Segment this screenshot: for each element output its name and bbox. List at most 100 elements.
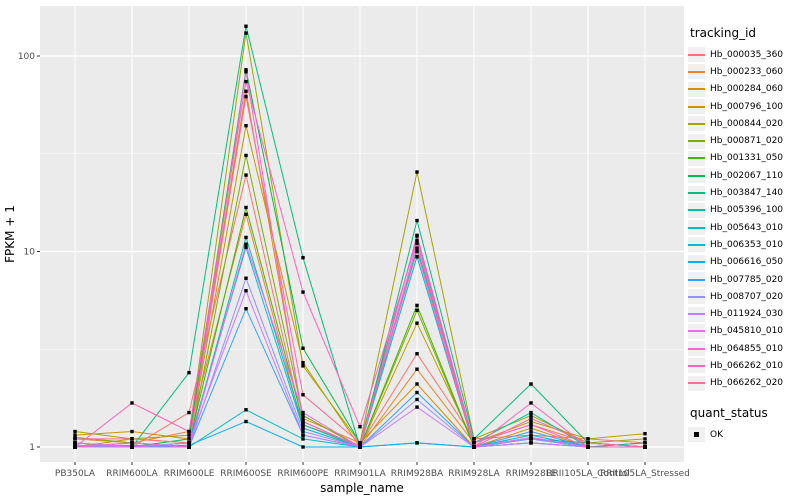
data-point [358, 445, 362, 449]
data-point [415, 303, 419, 308]
data-point [529, 429, 533, 434]
legend-item-label: Hb_000871_020 [710, 136, 784, 147]
legend-item: Hb_008707_020 [688, 288, 800, 305]
legend-key-line-icon [688, 341, 705, 357]
legend-item-label: Hb_045810_010 [710, 326, 784, 337]
legend-item-label: Hb_005643_010 [710, 222, 784, 233]
legend-key-line-icon [688, 202, 705, 218]
data-point [529, 435, 533, 440]
data-point [415, 233, 419, 238]
data-point [130, 429, 134, 434]
legend-item-label: Hb_000284_060 [710, 84, 784, 95]
data-point [301, 346, 305, 350]
data-point [244, 79, 248, 84]
data-point [358, 425, 362, 429]
data-point [301, 413, 305, 418]
legend-item: Hb_005643_010 [688, 219, 800, 236]
data-point [73, 433, 77, 437]
data-point [301, 445, 305, 449]
legend-key-line-icon [688, 323, 705, 339]
data-point [586, 437, 590, 441]
legend-title-tracking-id: tracking_id [690, 26, 757, 40]
data-point [187, 429, 191, 434]
x-tick-label: RRIM600LA [106, 469, 158, 479]
legend-item: Hb_001331_050 [688, 150, 800, 167]
data-point [301, 290, 305, 294]
data-point [301, 419, 305, 424]
data-point [643, 437, 647, 441]
data-point [73, 437, 77, 441]
legend-key-line-icon [688, 150, 705, 166]
legend-key-line-icon [688, 375, 705, 391]
legend-item: Hb_005396_100 [688, 202, 800, 219]
data-point [358, 441, 362, 445]
data-point [472, 445, 476, 449]
data-point [415, 441, 419, 445]
legend-item: Hb_006616_050 [688, 254, 800, 271]
legend-key-line-icon [688, 185, 705, 201]
legend-key-line-icon [688, 220, 705, 236]
data-point [415, 218, 419, 223]
legend-item-label: Hb_000233_060 [710, 66, 784, 77]
data-point [415, 352, 419, 356]
legend-item: Hb_000284_060 [688, 81, 800, 98]
data-point [415, 390, 419, 395]
data-point [472, 441, 476, 445]
data-point [301, 360, 305, 365]
data-point [472, 437, 476, 441]
data-point [244, 408, 248, 412]
y-axis-title: FPKM + 1 [3, 205, 17, 263]
data-point [244, 173, 248, 177]
data-point [244, 242, 248, 246]
data-point [643, 445, 647, 449]
data-point [529, 433, 533, 437]
data-point [415, 308, 419, 313]
data-point [187, 370, 191, 375]
legend-item: Hb_064855_010 [688, 340, 800, 357]
data-point [244, 68, 248, 72]
data-point [529, 441, 533, 445]
data-point [187, 437, 191, 441]
data-point [244, 235, 248, 240]
data-point [415, 241, 419, 246]
legend-item: Hb_006353_010 [688, 236, 800, 253]
legend-key-line-icon [688, 116, 705, 132]
legend-item-label: Hb_066262_010 [710, 360, 784, 371]
data-point [529, 423, 533, 427]
data-point [643, 431, 647, 436]
data-point [130, 437, 134, 441]
legend-item: Hb_000233_060 [688, 63, 800, 80]
data-point [529, 419, 533, 424]
x-axis-title: sample_name [320, 481, 404, 495]
legend-item: Hb_011924_030 [688, 305, 800, 322]
data-point [244, 205, 248, 210]
data-point [301, 364, 305, 368]
legend-item-label: Hb_000796_100 [710, 101, 784, 112]
legend-item: Hb_066262_010 [688, 357, 800, 374]
quant-status-label: OK [710, 429, 723, 440]
plot-panel: 1 10 100 PB350LA RRIM600LA RRIM600LE RRIM600SE… [18, 6, 690, 479]
data-point [415, 397, 419, 402]
x-tick-label: RRIM928LA [448, 469, 500, 479]
x-tick-label: RRIM901LA [334, 469, 386, 479]
legend-item-label: Hb_003847_140 [710, 188, 784, 199]
legend-item: Hb_045810_010 [688, 323, 800, 340]
data-point [244, 31, 248, 35]
data-point [73, 445, 77, 449]
data-point [244, 124, 248, 128]
data-point [415, 238, 419, 243]
legend-item-label: Hb_002067_110 [710, 170, 784, 181]
legend-key-line-icon [688, 133, 705, 149]
legend-item: Hb_000035_360 [688, 46, 800, 63]
legend-item-label: Hb_006353_010 [710, 239, 784, 250]
data-point [643, 441, 647, 445]
data-point [244, 306, 248, 311]
legend-item-label: Hb_001331_050 [710, 153, 784, 164]
data-point [415, 255, 419, 259]
quant-status-item: OK [688, 426, 800, 443]
y-tick-label: 100 [18, 52, 35, 62]
x-tick-label: RRIM600PE [277, 469, 329, 479]
data-point [301, 416, 305, 421]
legend-item-label: Hb_006616_050 [710, 257, 784, 268]
